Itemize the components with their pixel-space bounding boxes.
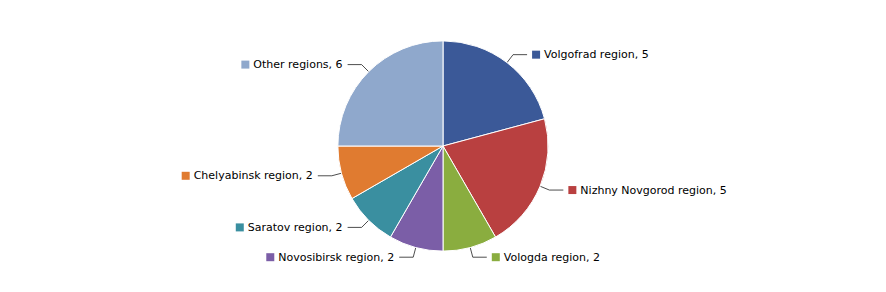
svg-text:Nizhny Novgorod region, 5: Nizhny Novgorod region, 5 <box>580 184 726 197</box>
svg-text:Chelyabinsk region, 2: Chelyabinsk region, 2 <box>194 169 313 182</box>
svg-text:Volgofrad region, 5: Volgofrad region, 5 <box>544 48 649 61</box>
svg-text:Other regions, 6: Other regions, 6 <box>253 58 342 71</box>
svg-text:Novosibirsk region, 2: Novosibirsk region, 2 <box>278 251 394 264</box>
svg-text:Vologda region, 2: Vologda region, 2 <box>504 251 600 264</box>
svg-text:Saratov region, 2: Saratov region, 2 <box>248 221 343 234</box>
